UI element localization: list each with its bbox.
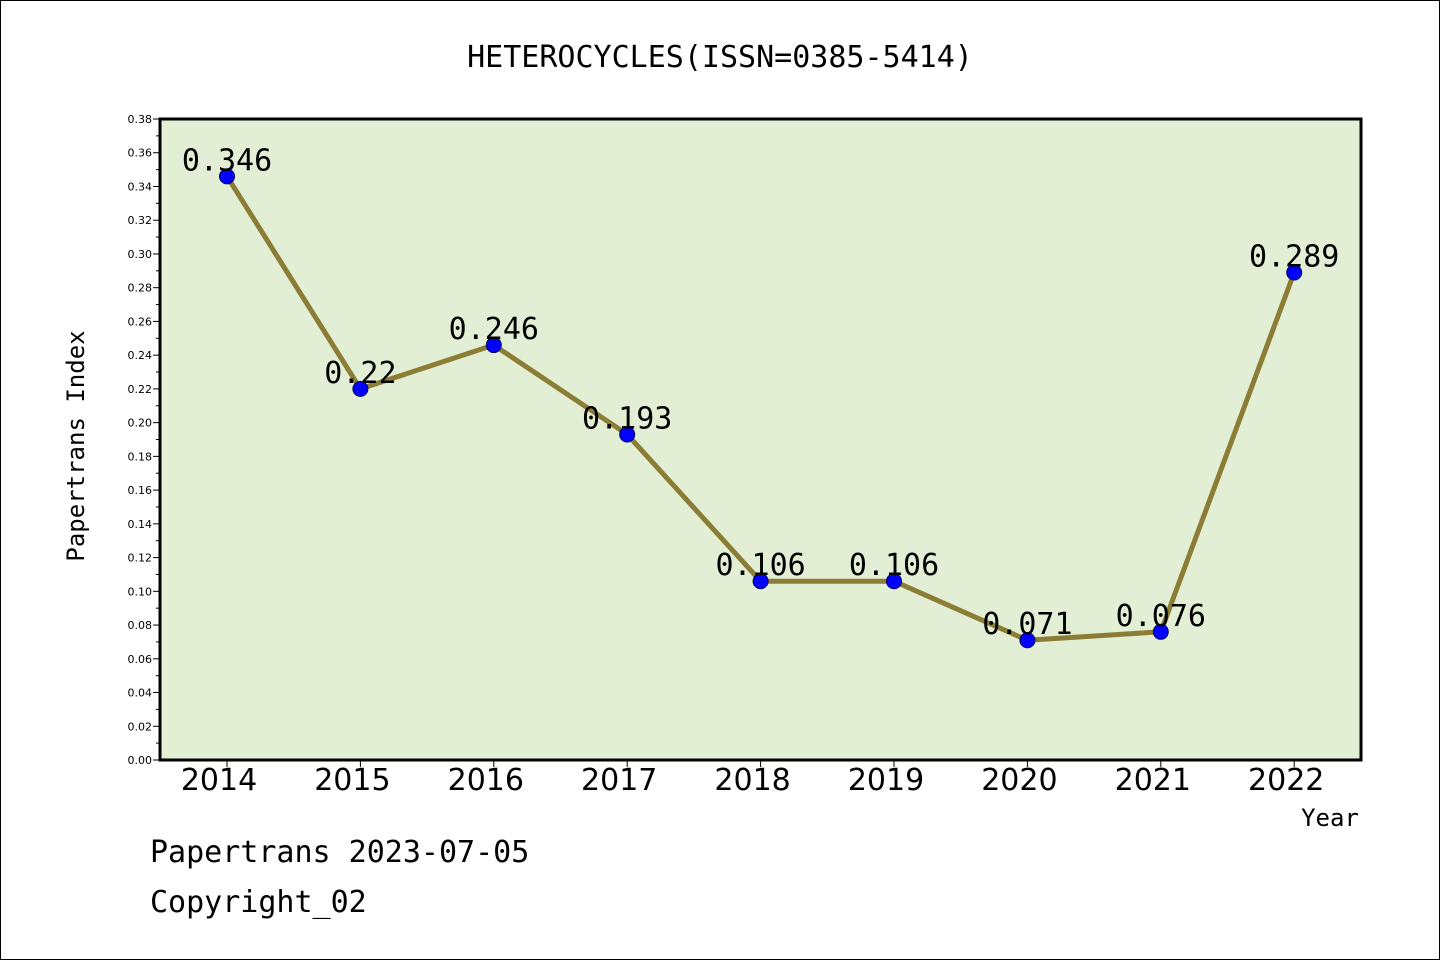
x-axis: 2014 2015 2016 2017 2018 2019 2020 2021 2022 (181, 760, 1324, 798)
footer-date: Papertrans 2023-07-05 (150, 835, 530, 870)
data-point (886, 573, 902, 590)
data-label: 0.106 (715, 548, 805, 583)
x-tick-label: 2020 (981, 763, 1057, 798)
data-point (619, 426, 636, 443)
data-label: 0.289 (1249, 240, 1339, 275)
y-tick-label: 0.38 (128, 113, 153, 126)
y-axis-label: Papertrans Index (62, 330, 90, 561)
y-tick-label: 0.22 (128, 383, 153, 396)
data-point (752, 573, 769, 590)
x-tick-label: 2014 (181, 763, 257, 798)
y-tick-label: 0.06 (128, 653, 153, 666)
y-tick-label: 0.00 (128, 754, 153, 767)
x-tick-label: 2017 (581, 763, 657, 798)
data-point (219, 168, 235, 185)
y-tick-label: 0.30 (128, 248, 153, 261)
y-tick-label: 0.18 (128, 450, 153, 463)
x-tick-label: 2018 (714, 763, 790, 798)
x-tick-label: 2021 (1115, 763, 1191, 798)
data-point (1286, 264, 1303, 281)
y-tick-label: 0.34 (128, 180, 153, 193)
chart-title: HETEROCYCLES(ISSN=0385-5414) (467, 40, 973, 75)
y-tick-label: 0.24 (128, 349, 153, 362)
y-tick-label: 0.04 (128, 687, 153, 700)
y-tick-label: 0.12 (128, 552, 153, 565)
y-tick-label: 0.26 (128, 315, 153, 328)
footer-copyright: Copyright_02 (150, 885, 367, 920)
data-label: 0.246 (449, 312, 539, 347)
data-point (1019, 632, 1036, 649)
y-tick-label: 0.08 (128, 619, 153, 632)
y-tick-label: 0.14 (128, 518, 153, 531)
data-markers (219, 168, 1303, 649)
data-point (485, 337, 502, 354)
data-label: 0.076 (1116, 599, 1206, 634)
y-tick-label: 0.02 (128, 720, 153, 733)
plot-area (158, 117, 1363, 762)
data-label: 0.106 (849, 548, 939, 583)
x-tick-label: 2019 (848, 763, 924, 798)
y-tick-label: 0.28 (128, 282, 153, 295)
x-tick-label: 2016 (448, 763, 524, 798)
data-label: 0.193 (582, 401, 672, 436)
y-tick-label: 0.20 (128, 417, 153, 430)
x-tick-label: 2022 (1248, 763, 1324, 798)
data-point (1152, 623, 1169, 640)
y-tick-label: 0.10 (128, 585, 153, 598)
data-label: 0.071 (982, 607, 1072, 642)
data-label: 0.346 (182, 143, 272, 178)
data-labels: 0.346 0.22 0.246 0.193 0.106 0.106 0.071 0.076 0… (182, 143, 1340, 642)
y-tick-label: 0.16 (128, 484, 153, 497)
y-tick-label: 0.36 (128, 147, 153, 160)
data-point (352, 380, 369, 397)
x-axis-label: Year (1301, 804, 1359, 832)
y-axis: 0.00 0.02 0.04 0.06 0.08 0.10 0.12 0.14 0.16 0.18… (128, 113, 160, 767)
data-label: 0.22 (324, 356, 396, 391)
y-tick-label: 0.32 (128, 214, 153, 227)
x-tick-label: 2015 (314, 763, 390, 798)
